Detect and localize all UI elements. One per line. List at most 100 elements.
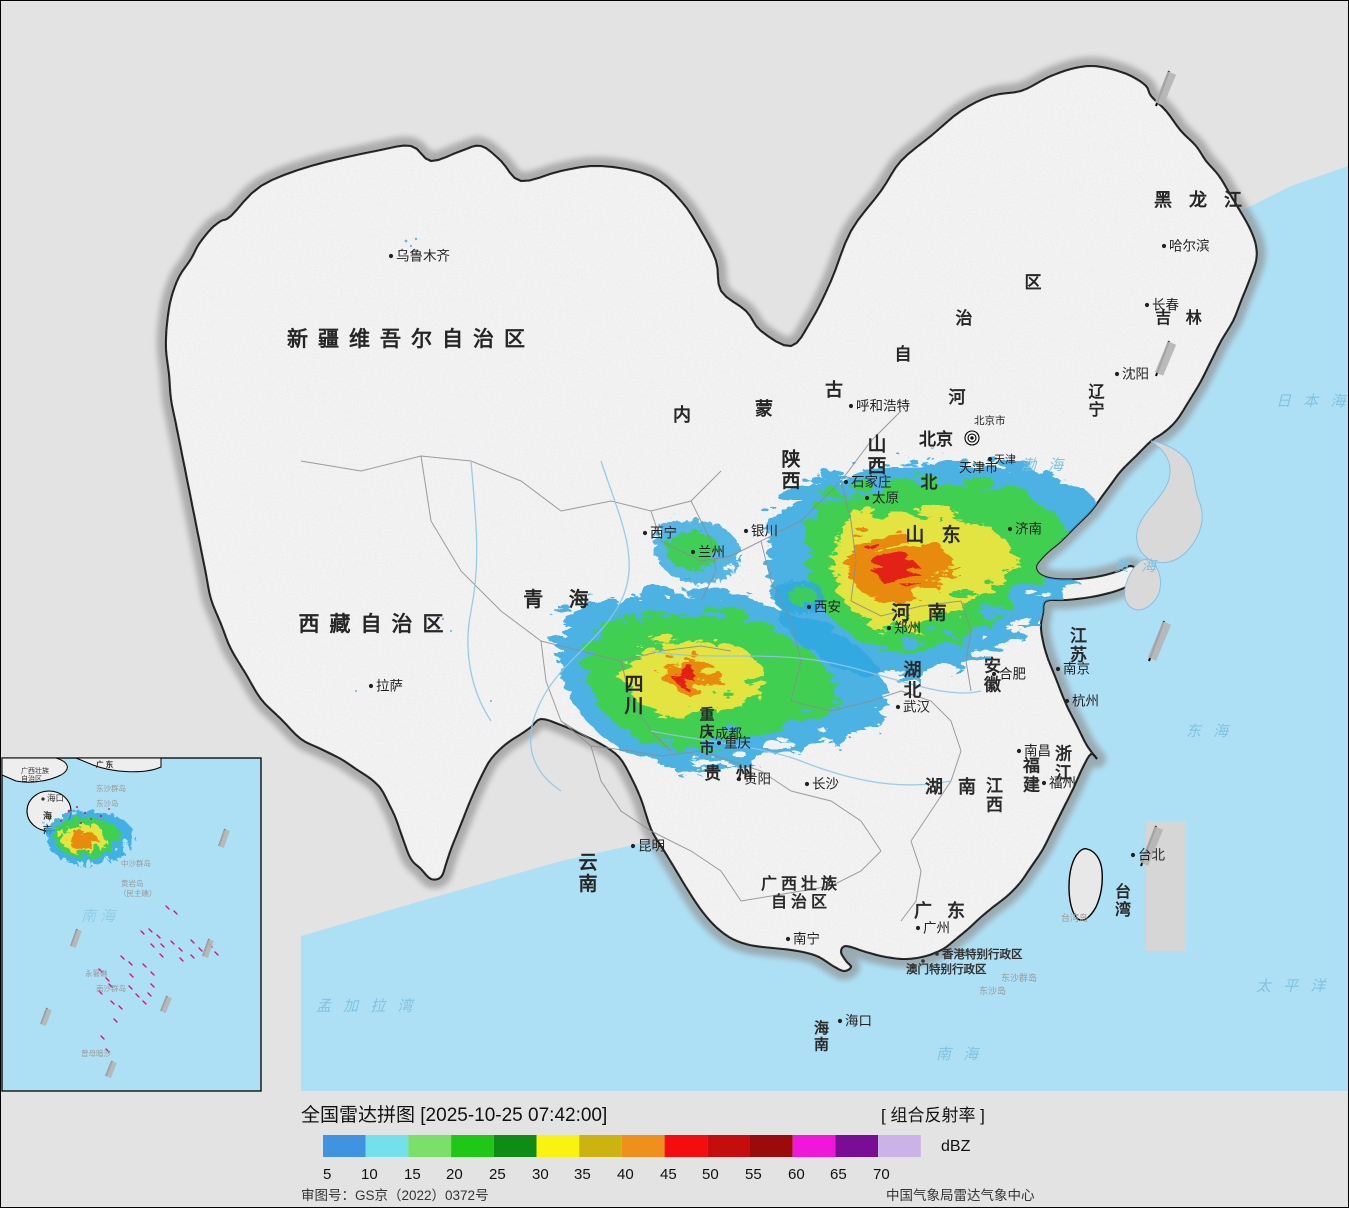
svg-text:银川: 银川 (751, 524, 778, 539)
svg-text:江: 江 (986, 777, 1008, 796)
svg-text:广 东: 广 东 (914, 900, 970, 921)
svg-text:50: 50 (702, 1166, 719, 1183)
svg-text:70: 70 (873, 1166, 890, 1183)
svg-text:市: 市 (699, 739, 718, 757)
svg-text:新疆维吾尔自治区: 新疆维吾尔自治区 (287, 327, 535, 351)
svg-text:台: 台 (1115, 882, 1135, 901)
svg-text:广西壮族: 广西壮族 (21, 766, 49, 775)
svg-text:65: 65 (830, 1166, 847, 1183)
svg-text:东沙岛: 东沙岛 (979, 985, 1006, 996)
svg-text:重庆: 重庆 (724, 736, 751, 751)
svg-text:湾: 湾 (1115, 900, 1135, 919)
svg-text:南沙群岛: 南沙群岛 (96, 983, 126, 993)
svg-text:山: 山 (867, 434, 892, 456)
svg-text:海口: 海口 (845, 1014, 872, 1029)
svg-text:30: 30 (532, 1166, 549, 1183)
svg-text:广 东: 广 东 (96, 759, 114, 769)
svg-text:西宁: 西宁 (650, 525, 677, 541)
svg-text:自治区: 自治区 (21, 774, 42, 783)
svg-text:建: 建 (1023, 775, 1045, 795)
svg-text:南 海: 南 海 (81, 908, 117, 925)
svg-text:dBZ: dBZ (941, 1138, 971, 1155)
svg-text:南 海: 南 海 (936, 1046, 982, 1063)
svg-text:西: 西 (781, 471, 806, 492)
svg-text:西安: 西安 (814, 600, 841, 615)
svg-text:审图号：GS京（2022）0372号: 审图号：GS京（2022）0372号 (301, 1188, 489, 1203)
svg-text:20: 20 (446, 1166, 463, 1183)
svg-text:贵阳: 贵阳 (744, 772, 771, 787)
svg-text:澳门特别行政区: 澳门特别行政区 (906, 962, 987, 976)
svg-text:黄 海: 黄 海 (1114, 558, 1160, 575)
svg-text:长沙: 长沙 (812, 777, 839, 792)
svg-text:西: 西 (986, 796, 1008, 815)
svg-text:拉萨: 拉萨 (376, 679, 403, 694)
svg-text:海: 海 (814, 1019, 832, 1037)
svg-text:北: 北 (921, 473, 942, 492)
svg-text:治: 治 (956, 308, 977, 328)
svg-text:渤 海: 渤 海 (1021, 457, 1067, 474)
svg-text:台湾岛: 台湾岛 (1061, 912, 1088, 923)
svg-text:全国雷达拼图 [2025-10-25 07:42:00]: 全国雷达拼图 [2025-10-25 07:42:00] (301, 1104, 607, 1126)
svg-text:古: 古 (825, 379, 847, 400)
svg-text:中沙群岛: 中沙群岛 (121, 858, 151, 868)
svg-text:5: 5 (323, 1166, 331, 1183)
svg-text:15: 15 (404, 1166, 421, 1183)
svg-text:35: 35 (574, 1166, 591, 1183)
svg-text:东沙岛: 东沙岛 (96, 798, 119, 808)
svg-text:广州: 广州 (923, 921, 950, 936)
svg-text:北: 北 (904, 680, 927, 700)
svg-text:北京: 北京 (919, 429, 953, 449)
svg-text:山 东: 山 东 (905, 523, 966, 546)
svg-text:台北: 台北 (1138, 848, 1166, 863)
svg-text:内: 内 (673, 404, 695, 425)
svg-text:济南: 济南 (1015, 522, 1042, 537)
svg-text:沈阳: 沈阳 (1122, 367, 1149, 382)
svg-text:南昌: 南昌 (1024, 744, 1051, 759)
svg-text:石家庄: 石家庄 (851, 474, 892, 490)
svg-text:太原: 太原 (872, 491, 899, 506)
svg-text:呼和浩特: 呼和浩特 (856, 399, 910, 414)
svg-text:黑 龙 江: 黑 龙 江 (1154, 189, 1248, 210)
svg-text:北京市: 北京市 (974, 414, 1006, 427)
svg-text:60: 60 (788, 1166, 805, 1183)
svg-text:10: 10 (361, 1166, 378, 1183)
svg-text:东沙群岛: 东沙群岛 (96, 783, 126, 793)
svg-text:中国气象局雷达气象中心: 中国气象局雷达气象中心 (886, 1188, 1035, 1203)
svg-text:辽: 辽 (1088, 383, 1109, 401)
svg-text:孟 加 拉 湾: 孟 加 拉 湾 (316, 998, 417, 1015)
svg-text:东沙群岛: 东沙群岛 (1001, 972, 1037, 983)
svg-text:25: 25 (489, 1166, 506, 1183)
svg-text:江: 江 (1070, 627, 1092, 646)
svg-text:湖 南: 湖 南 (925, 776, 981, 797)
svg-text:55: 55 (745, 1166, 762, 1183)
svg-text:昆明: 昆明 (638, 839, 665, 854)
svg-text:青 海: 青 海 (523, 587, 599, 611)
svg-text:西藏自治区: 西藏自治区 (299, 612, 454, 636)
svg-text:重: 重 (699, 706, 718, 724)
svg-text:自: 自 (895, 344, 916, 364)
svg-text:南宁: 南宁 (793, 931, 820, 947)
svg-text:东 海: 东 海 (1186, 723, 1232, 740)
svg-text:（民主礁）: （民主礁） (119, 888, 157, 898)
svg-text:海口: 海口 (47, 793, 64, 803)
svg-text:南: 南 (578, 873, 603, 895)
svg-text:永暑礁: 永暑礁 (85, 968, 108, 978)
svg-text:太 平 洋: 太 平 洋 (1256, 978, 1329, 995)
svg-text:陕: 陕 (781, 448, 806, 471)
svg-text:40: 40 (617, 1166, 634, 1183)
svg-text:合肥: 合肥 (999, 667, 1026, 682)
svg-text:日 本 海: 日 本 海 (1276, 393, 1348, 410)
svg-text:区: 区 (1025, 273, 1046, 292)
svg-text:兰州: 兰州 (698, 545, 725, 560)
svg-text:[ 组合反射率 ]: [ 组合反射率 ] (881, 1106, 985, 1125)
svg-text:哈尔滨: 哈尔滨 (1169, 239, 1210, 254)
svg-text:河: 河 (949, 388, 970, 407)
svg-text:黄岩岛: 黄岩岛 (121, 878, 144, 888)
svg-text:武汉: 武汉 (903, 700, 931, 715)
svg-text:蒙: 蒙 (755, 399, 777, 419)
svg-text:天津市: 天津市 (959, 460, 998, 475)
svg-text:浙: 浙 (1055, 744, 1077, 764)
svg-text:福州: 福州 (1049, 776, 1076, 791)
svg-text:天津: 天津 (994, 453, 1016, 466)
svg-text:郑州: 郑州 (894, 621, 921, 636)
